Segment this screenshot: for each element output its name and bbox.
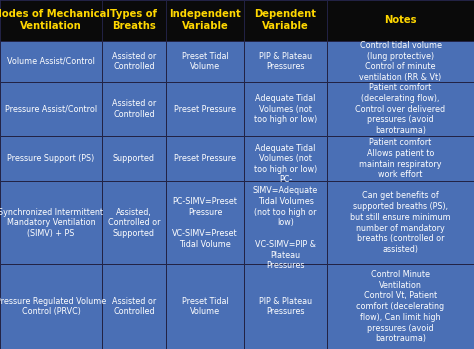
Bar	[0, 82, 102, 136]
Text: Notes: Notes	[384, 15, 417, 25]
Text: PC-
SIMV=Adequate
Tidal Volumes
(not too high or
low)

VC-SIMV=PIP &
Plateau
Pre: PC- SIMV=Adequate Tidal Volumes (not too…	[253, 175, 318, 270]
Bar	[244, 181, 327, 264]
Text: Supported: Supported	[113, 154, 155, 163]
Text: Patient comfort
(decelerating flow),
Control over delivered
pressures (avoid
bar: Patient comfort (decelerating flow), Con…	[356, 83, 446, 135]
Text: Pressure Assist/Control: Pressure Assist/Control	[5, 105, 97, 113]
Bar	[0, 181, 102, 264]
Text: Pressure Support (PS): Pressure Support (PS)	[7, 154, 95, 163]
Bar	[166, 136, 244, 181]
Bar	[0, 0, 102, 41]
Bar	[0, 41, 102, 82]
Text: Independent
Variable: Independent Variable	[169, 9, 241, 31]
Text: Types of
Breaths: Types of Breaths	[110, 9, 157, 31]
Text: Assisted or
Controlled: Assisted or Controlled	[112, 297, 156, 317]
Text: Pressure Regulated Volume
Control (PRVC): Pressure Regulated Volume Control (PRVC)	[0, 297, 106, 317]
Bar	[166, 181, 244, 264]
Bar	[102, 264, 166, 349]
Text: Adequate Tidal
Volumes (not
too high or low): Adequate Tidal Volumes (not too high or …	[254, 94, 317, 124]
Bar	[0, 136, 102, 181]
Text: PC-SIMV=Preset
Pressure

VC-SIMV=Preset
Tidal Volume: PC-SIMV=Preset Pressure VC-SIMV=Preset T…	[172, 197, 238, 249]
Bar	[0, 264, 102, 349]
Text: Control Minute
Ventilation
Control Vt, Patient
comfort (decelerating
flow), Can : Control Minute Ventilation Control Vt, P…	[356, 270, 445, 343]
Bar	[102, 136, 166, 181]
Bar	[244, 0, 327, 41]
Text: PIP & Plateau
Pressures: PIP & Plateau Pressures	[259, 52, 312, 71]
Text: Synchronized Intermittent
Mandatory Ventilation
(SIMV) + PS: Synchronized Intermittent Mandatory Vent…	[0, 208, 103, 238]
Bar	[327, 264, 474, 349]
Bar	[244, 82, 327, 136]
Bar	[166, 82, 244, 136]
Text: PIP & Plateau
Pressures: PIP & Plateau Pressures	[259, 297, 312, 317]
Bar	[327, 181, 474, 264]
Text: Can get benefits of
supported breaths (PS),
but still ensure minimum
number of m: Can get benefits of supported breaths (P…	[350, 192, 451, 254]
Text: Preset Pressure: Preset Pressure	[174, 154, 236, 163]
Bar	[327, 0, 474, 41]
Text: Assisted or
Controlled: Assisted or Controlled	[112, 52, 156, 71]
Bar	[327, 136, 474, 181]
Bar	[102, 82, 166, 136]
Bar	[166, 0, 244, 41]
Bar	[327, 82, 474, 136]
Bar	[244, 41, 327, 82]
Text: Dependent
Variable: Dependent Variable	[255, 9, 317, 31]
Text: Volume Assist/Control: Volume Assist/Control	[7, 57, 95, 66]
Text: Modes of Mechanical
Ventilation: Modes of Mechanical Ventilation	[0, 9, 110, 31]
Text: Patient comfort
Allows patient to
maintain respiratory
work effort: Patient comfort Allows patient to mainta…	[359, 138, 442, 179]
Bar	[166, 264, 244, 349]
Text: Preset Pressure: Preset Pressure	[174, 105, 236, 113]
Bar	[166, 41, 244, 82]
Text: Assisted or
Controlled: Assisted or Controlled	[112, 99, 156, 119]
Text: Preset Tidal
Volume: Preset Tidal Volume	[182, 52, 228, 71]
Text: Preset Tidal
Volume: Preset Tidal Volume	[182, 297, 228, 317]
Text: Control tidal volume
(lung protective)
Control of minute
ventilation (RR & Vt): Control tidal volume (lung protective) C…	[359, 41, 442, 82]
Bar	[244, 136, 327, 181]
Bar	[102, 0, 166, 41]
Bar	[102, 41, 166, 82]
Text: Adequate Tidal
Volumes (not
too high or low): Adequate Tidal Volumes (not too high or …	[254, 143, 317, 174]
Bar	[327, 41, 474, 82]
Bar	[244, 264, 327, 349]
Text: Assisted,
Controlled or
Supported: Assisted, Controlled or Supported	[108, 208, 160, 238]
Bar	[102, 181, 166, 264]
